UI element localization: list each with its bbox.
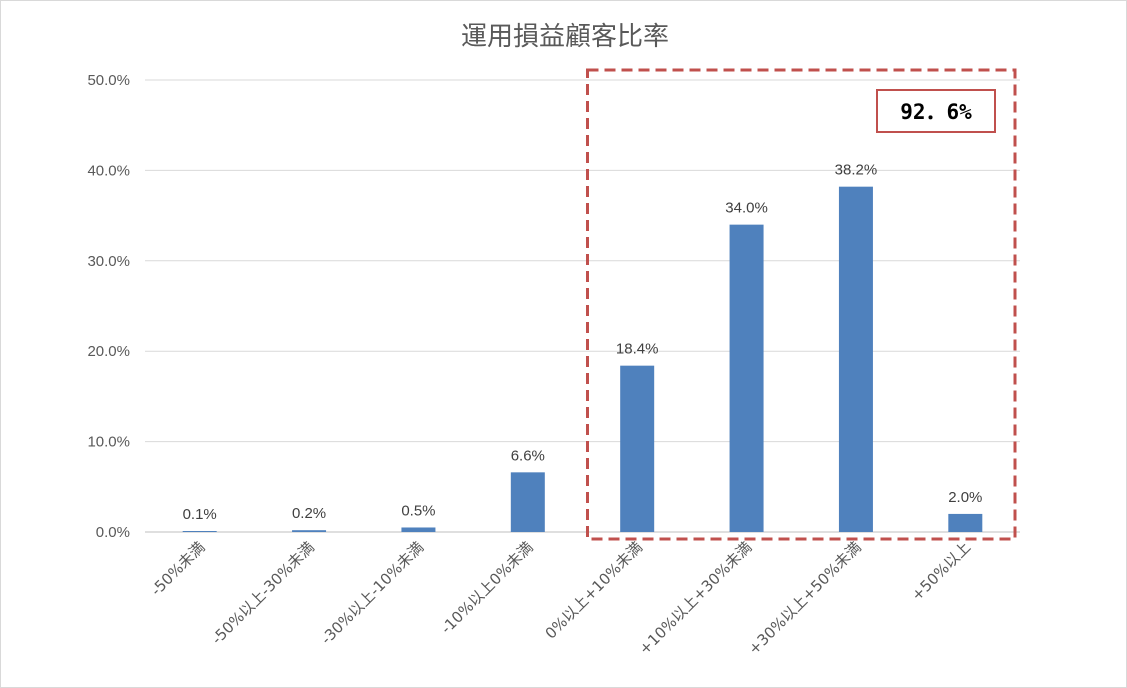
data-label: 0.5% xyxy=(401,502,435,519)
category-label: -50%未満 xyxy=(147,538,208,599)
bar xyxy=(182,531,217,532)
data-label: 0.1% xyxy=(183,506,217,523)
bar xyxy=(729,224,764,532)
category-label: +10%以上+30%未満 xyxy=(635,538,755,658)
highlight-dashed-box xyxy=(586,68,1017,541)
bar xyxy=(620,365,655,532)
y-tick-label: 50.0% xyxy=(87,72,130,89)
category-labels: -50%未満 -50%以上-30%未満 -30%以上-10%未満 -10%以上0%未満… xyxy=(147,538,974,658)
data-label: 18.4% xyxy=(616,341,659,358)
gridlines xyxy=(145,79,1020,533)
bar xyxy=(401,527,436,532)
y-tick-label: 10.0% xyxy=(87,434,130,451)
y-tick-label: 20.0% xyxy=(87,343,130,360)
bar xyxy=(510,472,545,532)
category-label: -30%以上-10%未満 xyxy=(317,538,427,648)
category-label: +50%以上 xyxy=(908,538,974,604)
category-label: -50%以上-30%未満 xyxy=(208,538,318,648)
chart-title: 運用損益顧客比率 xyxy=(461,22,669,52)
bar xyxy=(948,513,983,532)
y-tick-label: 0.0% xyxy=(96,524,130,541)
y-tick-label: 40.0% xyxy=(87,162,130,179)
data-label: 0.2% xyxy=(292,505,326,522)
data-label: 38.2% xyxy=(835,162,878,179)
total-percentage-label: 92．6% xyxy=(900,100,972,124)
highlight-annotation: 92．6% xyxy=(586,68,1017,541)
bar xyxy=(838,186,873,532)
y-tick-label: 30.0% xyxy=(87,253,130,270)
data-labels: 0.1% 0.2% 0.5% 6.6% 18.4% 34.0% 38.2% 2.0% xyxy=(183,162,983,523)
bar xyxy=(292,530,327,532)
category-label: -10%以上0%未満 xyxy=(437,538,536,637)
total-percentage-box xyxy=(876,89,996,133)
bars xyxy=(182,186,983,532)
category-label: 0%以上+10%未満 xyxy=(542,538,646,642)
category-label: +30%以上+50%未満 xyxy=(745,538,865,658)
data-label: 2.0% xyxy=(948,489,982,506)
data-label: 34.0% xyxy=(725,200,768,217)
y-axis-ticks: 0.0% 10.0% 20.0% 30.0% 40.0% 50.0% xyxy=(87,72,130,541)
data-label: 6.6% xyxy=(511,447,545,464)
